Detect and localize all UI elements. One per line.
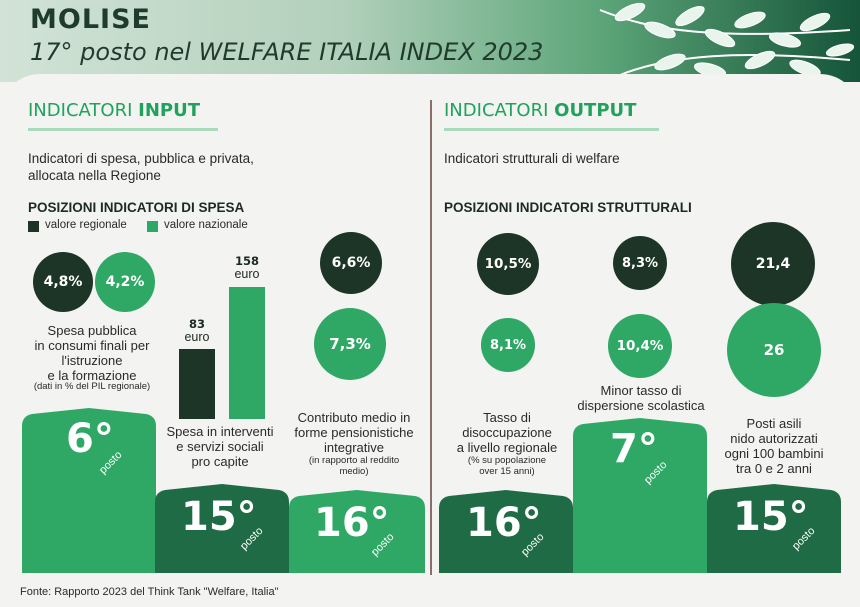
unemployment-podium [439,490,573,573]
legend-national-label: valore nazionale [164,219,248,231]
output-section-title: INDICATORI OUTPUT [444,100,636,121]
pension-national-circle: 7,3% [314,308,386,380]
unemployment-note: (% su popolazione over 15 anni) [467,455,547,477]
social-regional-label: 83 euro [184,317,210,344]
social-national-bar [229,287,265,419]
pension-caption: Contributo medio in forme pensionistiche… [294,410,414,455]
pension-podium [289,490,425,573]
nursery-caption: Posti asili nido autorizzati ogni 100 ba… [724,416,824,476]
dropout-podium [573,418,707,573]
output-positions-title: POSIZIONI INDICATORI STRUTTURALI [444,200,692,215]
input-title-underline [28,128,218,131]
dropout-caption: Minor tasso di dispersione scolastica [577,383,705,413]
social-regional-bar [179,349,215,419]
leaves-decoration [599,2,855,78]
input-title-bold: INPUT [138,100,200,121]
education-podium [22,408,156,573]
legend-national-swatch [147,221,158,232]
social-caption: Spesa in interventi e servizi sociali pr… [166,424,274,469]
nursery-national-circle: 26 [727,303,821,397]
section-divider [430,100,432,575]
output-description: Indicatori strutturali di welfare [444,151,620,166]
region-name: MOLISE [30,4,151,35]
legend-regional-label: valore regionale [45,219,127,231]
social-national-label: 158 euro [234,254,260,281]
output-title-bold: OUTPUT [554,100,637,121]
unemployment-caption: Tasso di disoccupazione a livello region… [456,410,558,455]
education-national-circle: 4,2% [95,252,155,312]
unemployment-national-circle: 8,1% [481,318,535,372]
source-footer: Fonte: Rapporto 2023 del Think Tank "Wel… [20,586,279,598]
social-rank: 15° [181,494,257,540]
pension-regional-circle: 6,6% [320,232,382,294]
input-title-light: INDICATORI [28,100,133,121]
unemployment-rank: 16° [466,500,542,546]
unemployment-regional-circle: 10,5% [477,233,539,295]
pension-note: (in rapporto al reddito medio) [308,455,400,477]
input-positions-title: POSIZIONI INDICATORI DI SPESA [28,200,245,215]
education-rank: 6° [66,416,114,462]
education-regional-circle: 4,8% [33,252,93,312]
legend-regional-swatch [28,221,39,232]
dropout-rank: 7° [610,426,658,472]
output-title-underline [444,128,659,131]
output-title-light: INDICATORI [444,100,549,121]
nursery-rank: 15° [733,494,809,540]
nursery-regional-circle: 21,4 [731,222,815,306]
dropout-regional-circle: 8,3% [613,236,667,290]
education-note: (dati in % del PIL regionale) [33,381,151,392]
dropout-national-circle: 10,4% [608,314,672,378]
nursery-podium [707,484,841,573]
pension-rank: 16° [314,500,390,546]
education-caption: Spesa pubblica in consumi finali per l'i… [34,323,150,383]
input-description: Indicatori di spesa, pubblica e privata,… [28,151,254,183]
input-section-title: INDICATORI INPUT [28,100,200,121]
ranking-subtitle: 17° posto nel WELFARE ITALIA INDEX 2023 [30,38,544,66]
social-podium [155,484,289,573]
